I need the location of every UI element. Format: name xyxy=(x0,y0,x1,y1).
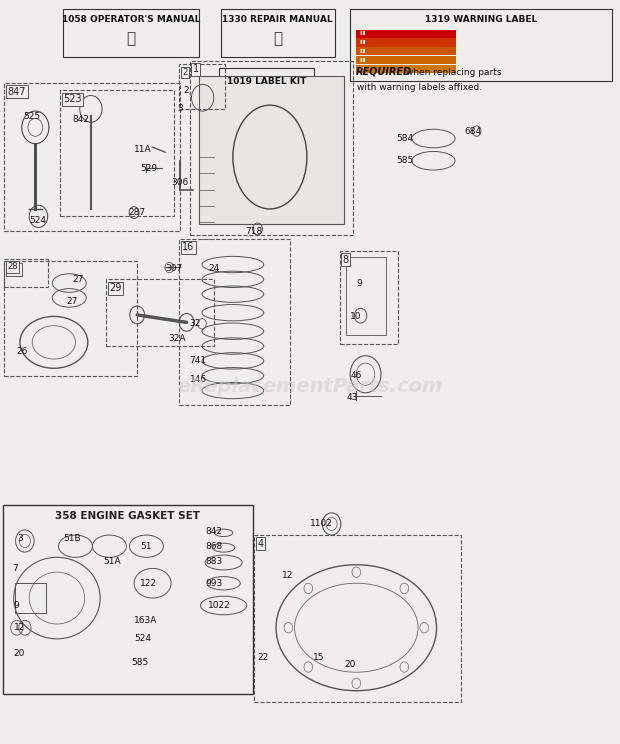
Bar xyxy=(221,9,335,57)
Text: 684: 684 xyxy=(464,126,482,135)
Text: 51: 51 xyxy=(140,542,152,551)
Bar xyxy=(356,39,456,47)
Text: 523: 523 xyxy=(63,94,82,104)
Text: 12: 12 xyxy=(14,623,25,632)
Text: 585: 585 xyxy=(396,156,414,165)
Bar xyxy=(219,68,314,94)
Bar xyxy=(340,251,398,344)
Text: 11A: 11A xyxy=(134,145,152,154)
Text: ▐ ▌: ▐ ▌ xyxy=(360,67,367,71)
Text: 16: 16 xyxy=(182,243,195,252)
Bar xyxy=(356,48,456,56)
Text: 7: 7 xyxy=(12,564,18,573)
Text: 12: 12 xyxy=(282,571,294,580)
Bar xyxy=(15,583,46,613)
Text: 3: 3 xyxy=(177,104,183,113)
Bar xyxy=(190,61,353,235)
Text: 1330 REPAIR MANUAL: 1330 REPAIR MANUAL xyxy=(223,15,333,24)
Text: 32: 32 xyxy=(190,319,201,328)
Bar xyxy=(4,83,180,231)
Text: 883: 883 xyxy=(205,557,223,565)
Text: 868: 868 xyxy=(205,542,223,551)
Text: 718: 718 xyxy=(245,227,262,236)
Text: 2: 2 xyxy=(182,68,187,77)
Text: 524: 524 xyxy=(134,635,151,644)
Text: 842: 842 xyxy=(205,527,222,536)
Text: 1058 OPERATOR'S MANUAL: 1058 OPERATOR'S MANUAL xyxy=(62,15,200,24)
Text: 1319 WARNING LABEL: 1319 WARNING LABEL xyxy=(425,15,538,24)
Text: 146: 146 xyxy=(190,375,206,384)
Text: 524: 524 xyxy=(29,216,46,225)
Text: ▐ ▌: ▐ ▌ xyxy=(360,49,367,53)
Text: ▐ ▌: ▐ ▌ xyxy=(360,58,367,62)
Bar xyxy=(179,239,290,405)
Text: 26: 26 xyxy=(17,347,28,356)
Text: 1019 LABEL KIT: 1019 LABEL KIT xyxy=(227,77,306,86)
Bar xyxy=(254,535,461,702)
Text: 287: 287 xyxy=(128,208,145,217)
Bar xyxy=(179,65,226,109)
Bar xyxy=(106,279,215,346)
Text: 993: 993 xyxy=(205,579,223,588)
Text: 529: 529 xyxy=(140,164,157,173)
Bar xyxy=(60,90,174,217)
Text: 51B: 51B xyxy=(63,534,81,543)
Text: 1: 1 xyxy=(193,65,199,74)
Bar xyxy=(356,65,456,74)
Bar xyxy=(356,30,456,38)
Text: with warning labels affixed.: with warning labels affixed. xyxy=(357,83,482,92)
Text: 1102: 1102 xyxy=(310,519,333,528)
Text: 163A: 163A xyxy=(134,616,157,625)
Text: 741: 741 xyxy=(190,356,206,365)
Text: 847: 847 xyxy=(7,86,26,97)
Bar xyxy=(199,75,344,224)
Text: 9: 9 xyxy=(356,278,362,287)
Text: 122: 122 xyxy=(140,579,157,588)
Bar xyxy=(350,9,613,80)
Text: 584: 584 xyxy=(396,134,414,143)
Text: 525: 525 xyxy=(23,112,40,121)
Text: ▐ ▌: ▐ ▌ xyxy=(360,40,367,44)
Text: 📖: 📖 xyxy=(126,31,136,46)
Text: 1022: 1022 xyxy=(208,601,231,610)
Text: eReplacementParts.com: eReplacementParts.com xyxy=(177,377,443,397)
Text: 842: 842 xyxy=(73,115,89,124)
Text: 27: 27 xyxy=(66,297,78,306)
Bar xyxy=(346,257,386,335)
Text: 22: 22 xyxy=(257,653,269,662)
Text: 306: 306 xyxy=(171,179,188,187)
Text: 24: 24 xyxy=(208,263,219,273)
Bar xyxy=(2,505,252,694)
Text: 585: 585 xyxy=(131,658,148,667)
Text: 15: 15 xyxy=(313,653,325,662)
Text: 20: 20 xyxy=(14,650,25,658)
Text: 25: 25 xyxy=(7,265,20,275)
Bar xyxy=(63,9,199,57)
Text: 43: 43 xyxy=(347,394,358,403)
Bar xyxy=(4,259,48,286)
Text: 46: 46 xyxy=(350,371,361,380)
Text: 9: 9 xyxy=(14,601,19,610)
Text: ▐ ▌: ▐ ▌ xyxy=(360,31,367,35)
Text: 32A: 32A xyxy=(168,334,185,343)
Text: 29: 29 xyxy=(109,283,122,293)
Text: 358 ENGINE GASKET SET: 358 ENGINE GASKET SET xyxy=(55,511,200,522)
Text: 2: 2 xyxy=(184,86,189,94)
Text: 51A: 51A xyxy=(104,557,121,565)
Text: 8: 8 xyxy=(343,255,349,265)
Text: when replacing parts: when replacing parts xyxy=(402,68,501,77)
Text: 27: 27 xyxy=(73,275,84,284)
Text: REQUIRED: REQUIRED xyxy=(356,67,412,77)
Text: 📖: 📖 xyxy=(273,31,282,46)
Text: 3: 3 xyxy=(17,534,22,543)
Text: 28: 28 xyxy=(7,263,18,272)
Text: 10: 10 xyxy=(350,312,361,321)
Text: 307: 307 xyxy=(165,263,182,273)
Text: 20: 20 xyxy=(344,660,355,670)
Bar xyxy=(4,261,137,376)
Text: 4: 4 xyxy=(257,539,264,549)
Bar xyxy=(356,57,456,65)
